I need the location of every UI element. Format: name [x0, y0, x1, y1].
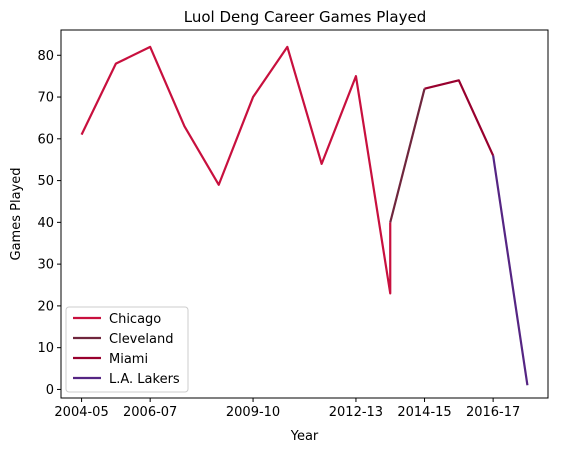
series-line-l-a-lakers — [492, 155, 529, 386]
y-tick-label: 70 — [37, 91, 54, 106]
x-tick-label: 2004-05 — [54, 405, 108, 420]
x-axis-label: Year — [290, 429, 319, 444]
axes: 0 10 20 30 40 50 60 70 80 2004-05 2006-07 2009-10 20… — [37, 49, 520, 420]
plot-frame — [60, 29, 549, 399]
x-tick-label: 2014-15 — [397, 405, 451, 420]
y-tick-label: 40 — [37, 216, 54, 231]
y-tick-label: 50 — [37, 174, 54, 189]
legend-label: Miami — [109, 352, 148, 367]
x-tick-label: 2012-13 — [329, 405, 383, 420]
x-tick-label: 2016-17 — [466, 405, 520, 420]
y-tick-label: 80 — [37, 49, 54, 64]
series-line-cleveland — [389, 88, 426, 223]
y-tick-label: 0 — [46, 383, 54, 398]
y-axis-label: Games Played — [9, 168, 24, 261]
x-tick-label: 2009-10 — [226, 405, 280, 420]
legend-label: L.A. Lakers — [109, 372, 180, 387]
y-tick-label: 20 — [37, 299, 54, 314]
chart-title: Luol Deng Career Games Played — [184, 8, 426, 26]
y-tick-label: 60 — [37, 132, 54, 147]
legend: Chicago Cleveland Miami L.A. Lakers — [65, 306, 189, 393]
plot-area — [80, 45, 529, 386]
y-tick-label: 30 — [37, 258, 54, 273]
x-tick-label: 2006-07 — [123, 405, 177, 420]
legend-label: Chicago — [109, 312, 161, 327]
y-tick-label: 10 — [37, 341, 54, 356]
legend-box — [65, 306, 189, 393]
legend-label: Cleveland — [109, 332, 173, 347]
